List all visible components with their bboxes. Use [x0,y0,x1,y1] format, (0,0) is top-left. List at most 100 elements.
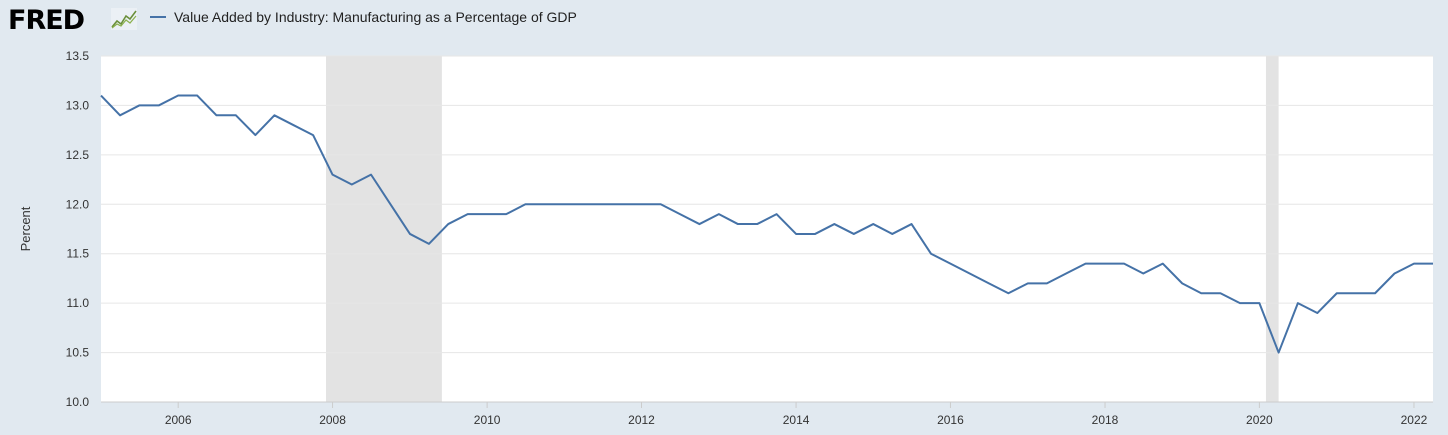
data-point[interactable] [1180,281,1185,286]
data-point[interactable] [658,202,663,207]
data-point[interactable] [832,222,837,227]
data-point[interactable] [523,202,528,207]
x-tick-label: 2010 [474,413,501,427]
y-tick-label: 11.0 [67,296,90,310]
y-tick-label: 11.5 [67,247,90,261]
data-point[interactable] [349,182,354,187]
data-point[interactable] [369,172,374,177]
y-axis-title: Percent [18,206,33,251]
data-point[interactable] [581,202,586,207]
data-point[interactable] [1237,301,1242,306]
data-point[interactable] [1353,291,1358,296]
data-point[interactable] [1044,281,1049,286]
y-tick-label: 10.0 [66,395,90,409]
recession-shading-group [325,56,1279,402]
data-point[interactable] [1160,261,1165,266]
data-point[interactable] [1392,271,1397,276]
data-point[interactable] [1373,291,1378,296]
x-tick-label: 2022 [1401,413,1428,427]
data-point[interactable] [485,212,490,217]
data-point[interactable] [1334,291,1339,296]
data-point[interactable] [1295,301,1300,306]
data-point[interactable] [426,241,431,246]
data-point[interactable] [1276,350,1281,355]
data-point[interactable] [233,113,238,118]
data-point[interactable] [176,93,181,98]
data-point[interactable] [388,202,393,207]
data-point[interactable] [1122,261,1127,266]
chart-header: FRED Value Added by Industry: Manufactur… [0,0,1448,40]
data-point[interactable] [639,202,644,207]
data-point[interactable] [1103,261,1108,266]
data-point[interactable] [1064,271,1069,276]
data-point[interactable] [542,202,547,207]
data-point[interactable] [1083,261,1088,266]
x-tick-label: 2018 [1092,413,1119,427]
data-point[interactable] [967,271,972,276]
data-point[interactable] [909,222,914,227]
data-point[interactable] [871,222,876,227]
data-point[interactable] [794,231,799,236]
data-point[interactable] [735,222,740,227]
data-point[interactable] [504,212,509,217]
data-point[interactable] [813,231,818,236]
fred-logo[interactable]: FRED [8,5,85,36]
data-point[interactable] [118,113,123,118]
x-tick-label: 2016 [937,413,964,427]
data-point[interactable] [465,212,470,217]
y-tick-label: 13.0 [66,98,90,112]
data-point[interactable] [562,202,567,207]
data-point[interactable] [677,212,682,217]
x-tick-label: 2012 [628,413,655,427]
data-point[interactable] [1411,261,1416,266]
y-axis-ticks: 10.0 10.5 11.0 11.5 12.0 12.5 13.0 13.5 [66,49,90,409]
data-point[interactable] [1025,281,1030,286]
x-tick-label: 2006 [165,413,192,427]
data-point[interactable] [272,113,277,118]
data-point[interactable] [407,231,412,236]
data-point[interactable] [1431,261,1436,266]
data-point[interactable] [446,222,451,227]
data-point[interactable] [851,231,856,236]
data-point[interactable] [1141,271,1146,276]
data-point[interactable] [311,133,316,138]
data-point[interactable] [1199,291,1204,296]
data-point[interactable] [948,261,953,266]
data-point[interactable] [1218,291,1223,296]
data-point[interactable] [137,103,142,108]
data-point[interactable] [195,93,200,98]
recession-band [325,56,442,402]
series-line[interactable] [100,94,1433,354]
x-tick-label: 2008 [319,413,346,427]
data-point[interactable] [1315,311,1320,316]
data-point[interactable] [774,212,779,217]
data-point[interactable] [928,251,933,256]
y-tick-label: 12.5 [66,148,90,162]
legend[interactable]: Value Added by Industry: Manufacturing a… [150,9,577,25]
data-point[interactable] [620,202,625,207]
data-point[interactable] [214,113,219,118]
data-point[interactable] [1257,301,1262,306]
data-point[interactable] [600,202,605,207]
data-point[interactable] [890,231,895,236]
fred-logo-chart-icon [111,8,137,30]
y-tick-label: 10.5 [66,346,90,360]
plot-area [101,56,1433,402]
x-axis-ticks: 2006 2008 2010 2012 2014 2016 2018 2020 2022 [101,401,1433,427]
data-point[interactable] [291,123,296,128]
data-point[interactable] [697,222,702,227]
x-tick-label: 2020 [1246,413,1273,427]
x-tick-label: 2014 [783,413,810,427]
y-tick-label: 12.0 [66,197,90,211]
data-point[interactable] [1006,291,1011,296]
data-point[interactable] [330,172,335,177]
data-point[interactable] [99,93,104,98]
data-point[interactable] [156,103,161,108]
data-point[interactable] [716,212,721,217]
recession-band [1265,56,1279,402]
data-point[interactable] [986,281,991,286]
data-point[interactable] [755,222,760,227]
data-point[interactable] [253,133,258,138]
y-tick-label: 13.5 [66,49,90,63]
